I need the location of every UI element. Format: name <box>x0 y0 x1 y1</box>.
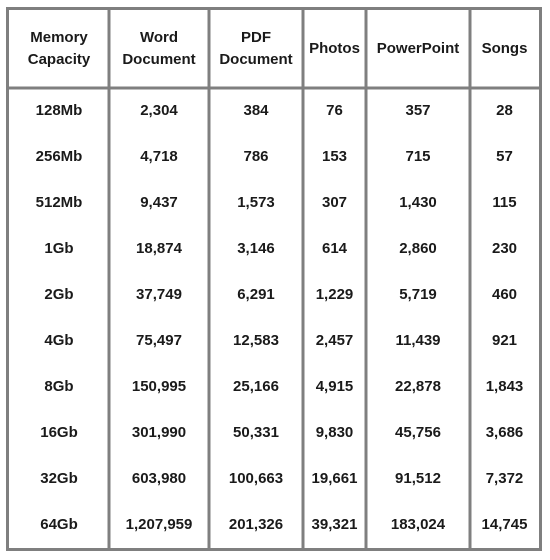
table-cell: 28 <box>496 102 513 119</box>
table-cell: 384 <box>243 102 269 119</box>
table-cell: 603,980 <box>132 470 186 487</box>
row-label: 1Gb <box>44 240 73 257</box>
column-header: Document <box>219 51 292 68</box>
table-cell: 357 <box>405 102 430 119</box>
row-label: 256Mb <box>36 148 83 165</box>
table-cell: 76 <box>326 102 343 119</box>
column-header: PowerPoint <box>377 40 460 57</box>
row-label: 512Mb <box>36 194 83 211</box>
table-cell: 2,304 <box>140 102 178 119</box>
table-cell: 5,719 <box>399 286 437 303</box>
table-cell: 4,915 <box>316 378 354 395</box>
table-cell: 201,326 <box>229 516 283 533</box>
table-cell: 307 <box>322 194 347 211</box>
table-cell: 715 <box>405 148 430 165</box>
table-cell: 786 <box>243 148 268 165</box>
table-cell: 9,830 <box>316 424 354 441</box>
table-cell: 19,661 <box>312 470 358 487</box>
table-cell: 1,229 <box>316 286 354 303</box>
row-label: 4Gb <box>44 332 73 349</box>
table-cell: 614 <box>322 240 348 257</box>
row-label: 64Gb <box>40 516 78 533</box>
table-cell: 460 <box>492 286 517 303</box>
column-header: Photos <box>309 40 360 57</box>
column-header: Word <box>140 29 178 46</box>
column-header: Memory <box>30 29 88 46</box>
row-label: 16Gb <box>40 424 78 441</box>
table-cell: 7,372 <box>486 470 524 487</box>
table-cell: 6,291 <box>237 286 275 303</box>
table-cell: 100,663 <box>229 470 283 487</box>
row-label: 128Mb <box>36 102 83 119</box>
table-cell: 230 <box>492 240 517 257</box>
table-cell: 921 <box>492 332 517 349</box>
table-cell: 91,512 <box>395 470 441 487</box>
table-cell: 150,995 <box>132 378 186 395</box>
column-header: PDF <box>241 29 271 46</box>
table-cell: 1,430 <box>399 194 437 211</box>
table-cell: 25,166 <box>233 378 279 395</box>
row-label: 8Gb <box>44 378 73 395</box>
table-cell: 153 <box>322 148 347 165</box>
column-header: Document <box>122 51 195 68</box>
table-cell: 45,756 <box>395 424 441 441</box>
table-cell: 9,437 <box>140 194 178 211</box>
table-cell: 301,990 <box>132 424 186 441</box>
table-cell: 14,745 <box>482 516 528 533</box>
table-svg: Memory Capacity Word Document PDF Document Pho… <box>9 10 539 548</box>
table-cell: 3,686 <box>486 424 524 441</box>
table-cell: 3,146 <box>237 240 275 257</box>
table-cell: 39,321 <box>312 516 358 533</box>
table-cell: 1,207,959 <box>126 516 193 533</box>
column-header: Songs <box>482 40 528 57</box>
table-cell: 37,749 <box>136 286 182 303</box>
row-label: 2Gb <box>44 286 73 303</box>
row-label: 32Gb <box>40 470 78 487</box>
table-cell: 22,878 <box>395 378 441 395</box>
table-cell: 57 <box>496 148 513 165</box>
table-cell: 18,874 <box>136 240 183 257</box>
table-cell: 2,457 <box>316 332 354 349</box>
table-cell: 115 <box>492 194 516 211</box>
table-cell: 11,439 <box>395 332 440 349</box>
table-cell: 75,497 <box>136 332 182 349</box>
column-header: Capacity <box>28 51 91 68</box>
table-cell: 183,024 <box>391 516 446 533</box>
table-cell: 12,583 <box>233 332 279 349</box>
table-cell: 1,573 <box>237 194 275 211</box>
storage-capacity-table: Memory Capacity Word Document PDF Document Pho… <box>6 7 542 551</box>
table-cell: 2,860 <box>399 240 437 257</box>
table-cell: 50,331 <box>233 424 279 441</box>
table-cell: 4,718 <box>140 148 178 165</box>
table-cell: 1,843 <box>486 378 524 395</box>
